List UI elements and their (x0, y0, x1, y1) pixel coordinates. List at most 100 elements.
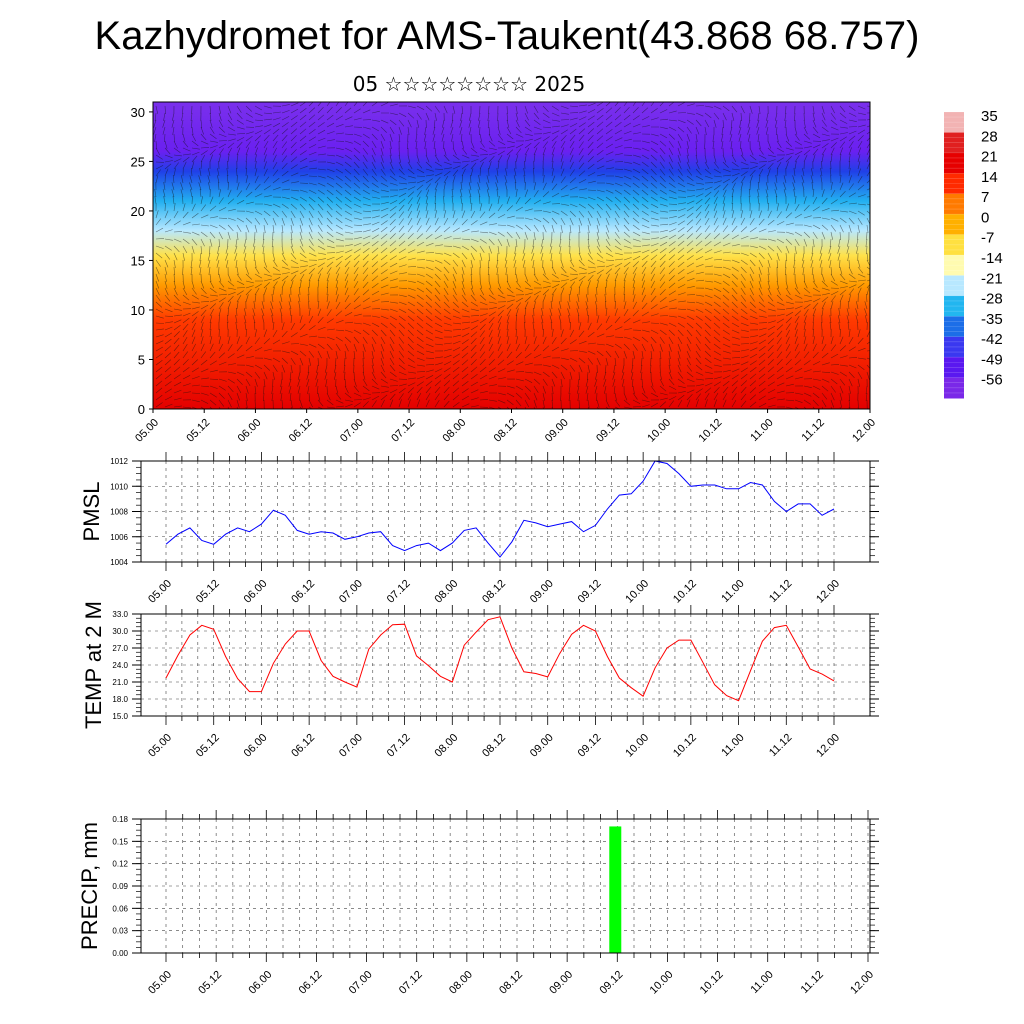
pmsl-axis-label: PMSL (79, 482, 104, 542)
x-tick-label: 12.00 (814, 578, 842, 606)
x-tick-label: 09.12 (576, 578, 604, 606)
x-tick-label: 07.00 (347, 969, 375, 997)
x-tick-label: 11.00 (719, 732, 746, 759)
y-tick-label: 30.0 (112, 627, 128, 636)
x-tick-label: 10.00 (623, 578, 651, 606)
x-tick-label: 08.12 (492, 417, 520, 445)
x-tick-label: 06.00 (236, 417, 264, 445)
colorbar-label: -21 (981, 270, 1003, 287)
x-tick-label: 08.12 (497, 969, 525, 997)
colorbar-segment (944, 152, 964, 174)
x-tick-label: 10.00 (645, 417, 673, 445)
cross-section-panel: 0 5 10 15 20 25 30 05.00 05.12 06.00 06.12 07.00 07.… (131, 101, 878, 445)
x-tick-label: 05.12 (194, 732, 222, 760)
y-tick-label: 25 (131, 154, 145, 169)
y-tick-label: 1008 (110, 508, 128, 517)
x-tick-label: 06.00 (242, 732, 270, 760)
y-tick-label: 20 (131, 204, 145, 219)
colorbar-label: 14 (981, 169, 998, 186)
x-tick-label: 06.12 (287, 417, 315, 445)
x-tick-label: 09.00 (543, 417, 571, 445)
temperature-axis-label: TEMP at 2 M (81, 601, 106, 729)
x-tick-label: 07.00 (338, 417, 366, 445)
x-tick-label: 05.12 (184, 417, 212, 445)
colorbar-label: 35 (981, 108, 998, 125)
colorbar-segment (944, 336, 964, 358)
y-tick-label: 27.0 (112, 644, 128, 653)
x-tick-label: 12.00 (848, 969, 876, 997)
x-tick-label: 11.12 (800, 417, 827, 444)
x-tick-label: 11.00 (748, 417, 775, 444)
colorbar-segment (944, 234, 964, 256)
y-tick-label: 1006 (110, 533, 128, 542)
x-tick-label: 12.00 (850, 417, 878, 445)
colorbar-segment (944, 275, 964, 297)
precip-panel: 0.00 0.03 0.06 0.09 0.12 0.15 0.18 05.00 05.12 06… (77, 810, 879, 997)
colorbar-label: -56 (981, 372, 1003, 389)
precip-axis-label: PRECIP, mm (77, 822, 102, 950)
colorbar-label: -49 (981, 351, 1003, 368)
chart-subtitle: 05 ☆☆☆☆☆☆☆☆ 2025 (352, 72, 586, 96)
colorbar-segment (944, 132, 964, 154)
y-tick-label: 24.0 (112, 661, 128, 670)
x-tick-label: 08.12 (480, 578, 508, 606)
x-tick-label: 10.00 (623, 732, 651, 760)
x-tick-label: 10.12 (671, 732, 699, 760)
x-tick-label: 09.12 (594, 417, 622, 445)
y-tick-label: 10 (131, 303, 145, 318)
y-tick-label: 0.03 (112, 927, 128, 936)
x-tick-label: 06.00 (242, 578, 270, 606)
x-tick-label: 06.00 (246, 969, 274, 997)
colorbar-segment (944, 377, 964, 399)
colorbar-segment (944, 295, 964, 317)
x-tick-label: 06.12 (289, 578, 317, 606)
wind-vectors (153, 102, 870, 409)
y-tick-label: 15 (131, 253, 145, 268)
x-tick-label: 08.12 (480, 732, 508, 760)
colorbar-label: -28 (981, 291, 1003, 308)
wind-vector-field (153, 102, 870, 409)
x-tick-label: 07.12 (397, 969, 425, 997)
colorbar-label: -42 (981, 331, 1003, 348)
x-tick-label: 09.12 (576, 732, 604, 760)
colorbar-label: 7 (981, 189, 989, 206)
colorbar-label: -7 (981, 230, 994, 247)
x-tick-label: 05.00 (146, 732, 174, 760)
x-tick-label: 05.00 (133, 417, 161, 445)
x-tick-label: 09.12 (597, 969, 625, 997)
chart-title: Kazhydromet for AMS-Taukent(43.868 68.75… (94, 14, 920, 58)
y-tick-label: 0.15 (112, 837, 128, 846)
x-tick-label: 12.00 (814, 732, 842, 760)
x-tick-label: 07.12 (389, 417, 417, 445)
temperature-line (165, 616, 835, 702)
colorbar-segment (944, 357, 964, 379)
colorbar-label: -35 (981, 311, 1003, 328)
y-tick-label: 1004 (110, 558, 128, 567)
y-tick-label: 0.09 (112, 882, 128, 891)
x-tick-label: 10.00 (648, 969, 676, 997)
y-tick-label: 0 (138, 402, 145, 417)
y-tick-label: 18.0 (112, 695, 128, 704)
y-tick-label: 0.18 (112, 815, 128, 824)
y-tick-label: 0.00 (112, 949, 128, 958)
x-tick-label: 11.12 (767, 578, 794, 605)
precip-bar (609, 826, 622, 953)
x-tick-label: 06.12 (297, 969, 325, 997)
x-tick-label: 05.00 (146, 578, 174, 606)
x-tick-label: 09.00 (528, 732, 556, 760)
x-tick-label: 09.00 (528, 578, 556, 606)
x-tick-label: 08.00 (432, 578, 460, 606)
x-tick-label: 11.12 (767, 732, 794, 759)
x-tick-label: 08.00 (440, 417, 468, 445)
x-tick-label: 10.12 (697, 417, 725, 445)
pmsl-line (165, 460, 835, 558)
colorbar-segment (944, 316, 964, 338)
cross-section-field (153, 102, 870, 409)
x-tick-label: 10.12 (671, 578, 699, 606)
colorbar-segment (944, 173, 964, 195)
y-tick-label: 15.0 (112, 712, 128, 721)
y-tick-label: 33.0 (112, 610, 128, 619)
x-tick-label: 07.00 (337, 732, 365, 760)
x-tick-label: 06.12 (289, 732, 317, 760)
